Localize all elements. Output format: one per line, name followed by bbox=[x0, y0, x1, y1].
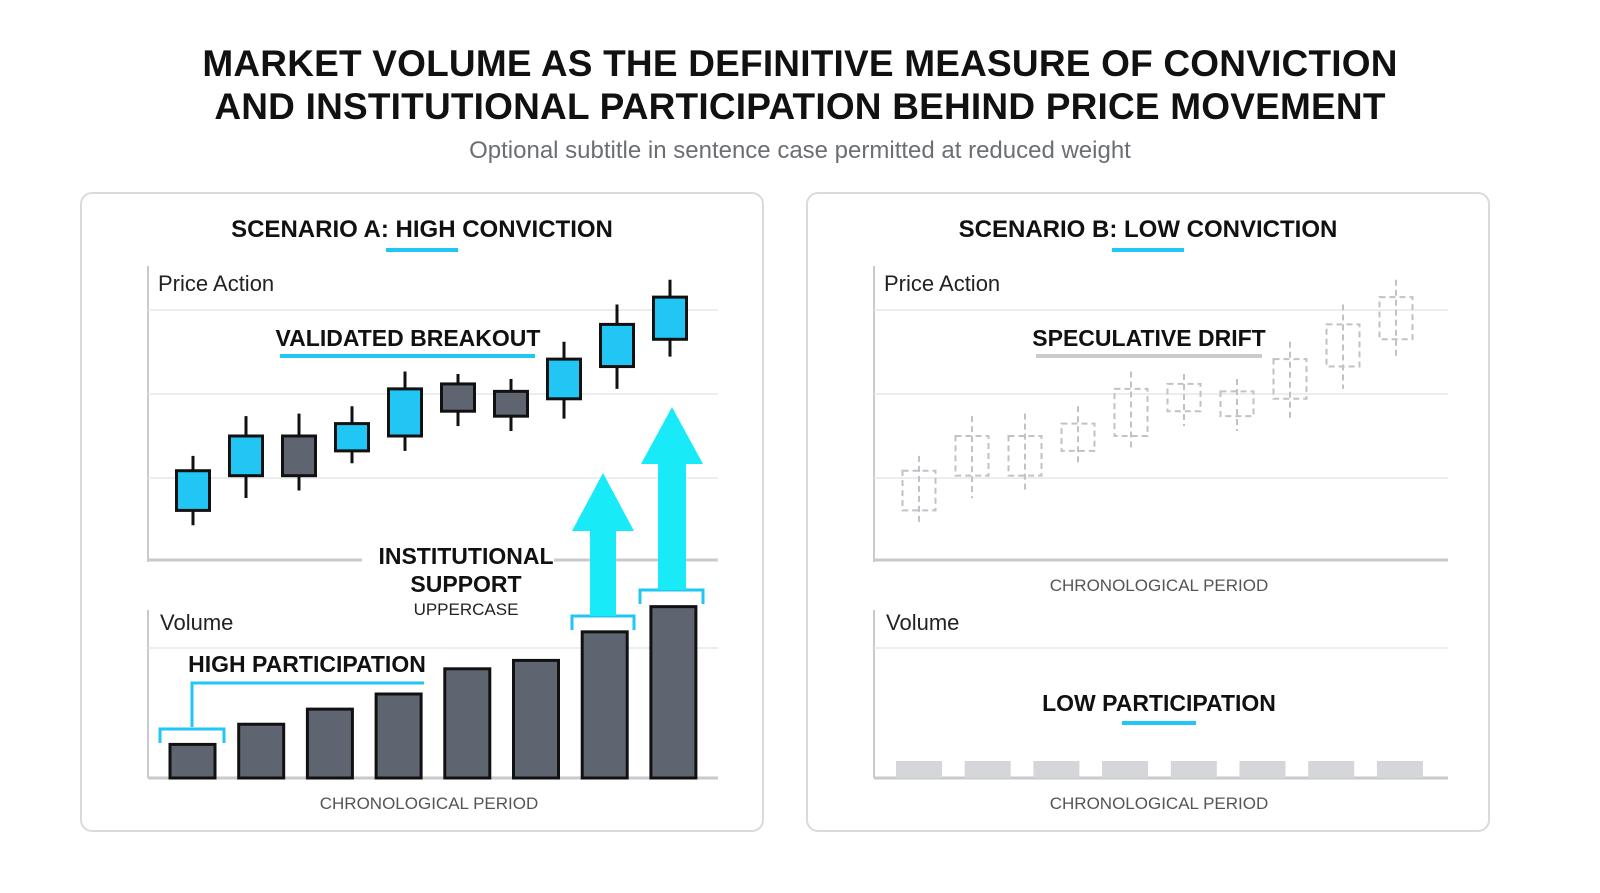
volume-bar bbox=[237, 722, 286, 780]
volume-label: Volume bbox=[886, 610, 959, 635]
candle-body bbox=[1219, 390, 1255, 418]
price-action-label: Price Action bbox=[884, 271, 1000, 296]
volume-bar bbox=[649, 605, 698, 780]
candle-body bbox=[1325, 323, 1361, 368]
price-action-label: Price Action bbox=[158, 271, 274, 296]
scenario-a-chart: SCENARIO A: HIGH CONVICTION Price Action… bbox=[147, 216, 718, 813]
scenario-a-heading-underline bbox=[386, 248, 458, 252]
up-arrow-2 bbox=[641, 407, 703, 590]
chronological-period-label: CHRONOLOGICAL PERIOD bbox=[1050, 794, 1269, 813]
high-participation-connector bbox=[190, 681, 424, 727]
high-participation-label: HIGH PARTICIPATION bbox=[188, 651, 426, 677]
high-participation-bracket bbox=[158, 727, 226, 743]
volume-bar bbox=[1170, 761, 1217, 778]
page-subtitle: Optional subtitle in sentence case permi… bbox=[469, 137, 1131, 164]
volume-bar bbox=[512, 658, 560, 780]
candle-body bbox=[387, 387, 423, 438]
scenario-b-heading-underline bbox=[1112, 248, 1184, 252]
candle-body bbox=[493, 389, 529, 418]
speculative-drift-underline bbox=[1036, 354, 1262, 358]
volume-label: Volume bbox=[160, 610, 233, 635]
volume-bar bbox=[1033, 761, 1080, 778]
scenario-b-volume-bars bbox=[896, 761, 1423, 778]
candle-body bbox=[1007, 435, 1043, 477]
volume-bar bbox=[1376, 761, 1423, 778]
scenario-a-candles bbox=[175, 279, 688, 526]
volume-bar bbox=[374, 692, 423, 780]
scenario-b-heading: SCENARIO B: LOW CONVICTION bbox=[959, 216, 1338, 243]
volume-bar bbox=[964, 761, 1011, 778]
candle-body bbox=[281, 434, 317, 478]
volume-bar bbox=[580, 630, 629, 780]
low-participation-label: LOW PARTICIPATION bbox=[1042, 690, 1276, 716]
volume-bar bbox=[1102, 761, 1149, 778]
candle-body bbox=[954, 435, 990, 477]
candle-body bbox=[1378, 296, 1414, 341]
institutional-support-caption: UPPERCASE bbox=[414, 600, 519, 619]
chronological-period-label: CHRONOLOGICAL PERIOD bbox=[320, 794, 539, 813]
scenario-b-candles bbox=[901, 279, 1414, 526]
candle-body bbox=[546, 357, 582, 401]
low-participation-underline bbox=[1122, 721, 1196, 725]
candle-body bbox=[228, 434, 264, 478]
price-chronological-period-label: CHRONOLOGICAL PERIOD bbox=[1050, 576, 1269, 595]
page-title-line-1: MARKET VOLUME AS THE DEFINITIVE MEASURE … bbox=[202, 43, 1398, 84]
candle-body bbox=[175, 469, 211, 512]
page-title-line-2: AND INSTITUTIONAL PARTICIPATION BEHIND P… bbox=[214, 86, 1386, 127]
candle-body bbox=[1272, 358, 1308, 400]
scenario-b-panel: SCENARIO B: LOW CONVICTION Price Action … bbox=[806, 192, 1490, 832]
page-header: MARKET VOLUME AS THE DEFINITIVE MEASURE … bbox=[0, 42, 1600, 166]
candle-body bbox=[652, 295, 688, 341]
candle-body bbox=[440, 382, 476, 413]
volume-bar bbox=[1239, 761, 1286, 778]
candle-body bbox=[901, 469, 937, 512]
volume-bar bbox=[305, 707, 354, 780]
volume-bar bbox=[1308, 761, 1355, 778]
scenario-b-chart: SCENARIO B: LOW CONVICTION Price Action … bbox=[873, 216, 1448, 813]
up-arrow-1 bbox=[572, 473, 634, 616]
volume-bracket-8 bbox=[638, 588, 705, 604]
volume-bar bbox=[168, 742, 217, 780]
scenario-a-heading: SCENARIO A: HIGH CONVICTION bbox=[231, 216, 613, 243]
scenario-a-panel: SCENARIO A: HIGH CONVICTION Price Action… bbox=[80, 192, 764, 832]
volume-bar bbox=[896, 761, 942, 778]
validated-breakout-label: VALIDATED BREAKOUT bbox=[276, 325, 541, 351]
institutional-support-label-2: SUPPORT bbox=[410, 571, 521, 597]
scenario-a-volume-bars bbox=[168, 605, 698, 780]
candle-body bbox=[334, 422, 370, 453]
volume-bracket-7 bbox=[570, 614, 636, 630]
institutional-support-label: INSTITUTIONAL bbox=[378, 543, 553, 569]
volume-bar bbox=[443, 667, 492, 780]
candle-body bbox=[599, 322, 635, 369]
validated-breakout-underline bbox=[280, 354, 535, 358]
speculative-drift-label: SPECULATIVE DRIFT bbox=[1032, 325, 1265, 351]
